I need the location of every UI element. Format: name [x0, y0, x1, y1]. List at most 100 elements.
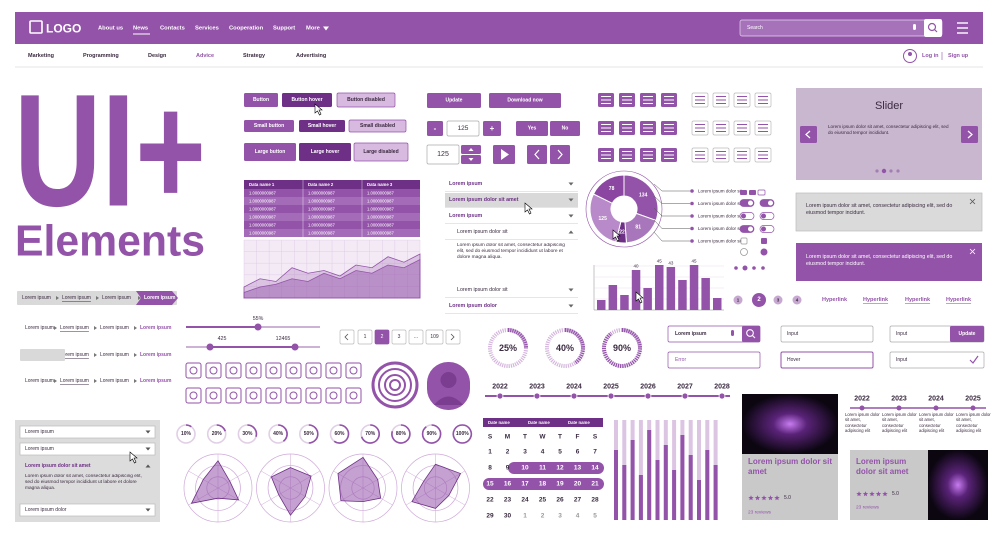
- page-prev[interactable]: [339, 329, 355, 345]
- page-button[interactable]: [391, 329, 407, 345]
- calendar-day[interactable]: 9: [506, 465, 510, 472]
- calendar-day[interactable]: 4: [541, 449, 545, 456]
- accordion-item[interactable]: Lorem ipsum dolor: [449, 303, 497, 309]
- button[interactable]: [282, 93, 332, 107]
- search-field[interactable]: [739, 19, 943, 37]
- dropdown-field[interactable]: [19, 425, 156, 439]
- dropdown-item[interactable]: Lorem ipsum dolor: [25, 507, 67, 513]
- calendar-day[interactable]: 28: [591, 497, 599, 504]
- page-dot[interactable]: [773, 295, 783, 305]
- subnav-link[interactable]: Marketing: [28, 53, 54, 59]
- page-next[interactable]: [445, 329, 461, 345]
- calendar-day[interactable]: 18: [539, 481, 547, 488]
- calendar-day[interactable]: 10: [521, 465, 529, 472]
- icon-tile[interactable]: [265, 387, 282, 404]
- accordion-item[interactable]: Lorem ipsum dolor sit amet: [449, 197, 519, 203]
- card-reviews[interactable]: 23 reviews: [856, 505, 880, 511]
- nav-link[interactable]: News: [133, 26, 148, 32]
- hyperlink[interactable]: Hyperlink: [822, 297, 848, 303]
- dropdown-item[interactable]: Lorem ipsum: [25, 429, 54, 435]
- signup-link[interactable]: Sign up: [948, 53, 969, 59]
- breadcrumb[interactable]: Lorem ipsum: [62, 295, 91, 301]
- calendar-day[interactable]: 3: [523, 449, 527, 456]
- icon-tile[interactable]: [185, 387, 202, 404]
- icon-tile[interactable]: [285, 362, 302, 379]
- slider-knob[interactable]: [291, 343, 299, 351]
- button[interactable]: [299, 120, 345, 132]
- qty-field[interactable]: [446, 120, 480, 137]
- breadcrumb[interactable]: Lorem ipsum: [100, 378, 129, 384]
- error-input[interactable]: [667, 351, 761, 369]
- calendar-day[interactable]: 14: [591, 465, 599, 472]
- button[interactable]: [299, 143, 351, 161]
- icon-tile[interactable]: [345, 387, 362, 404]
- calendar-day[interactable]: 2: [506, 449, 510, 456]
- button[interactable]: [244, 93, 278, 107]
- calendar-day[interactable]: 17: [521, 481, 529, 488]
- update-button[interactable]: [427, 93, 481, 108]
- page-button[interactable]: [408, 329, 424, 345]
- breadcrumb[interactable]: Lorem ipsum: [25, 378, 54, 384]
- accordion-item[interactable]: Lorem ipsum dolor sit: [457, 287, 508, 293]
- breadcrumb[interactable]: Lorem ipsum: [140, 378, 172, 384]
- hyperlink[interactable]: Hyperlink: [905, 297, 931, 303]
- icon-tile[interactable]: [325, 362, 342, 379]
- icon-tile[interactable]: [225, 362, 242, 379]
- button[interactable]: [244, 120, 294, 132]
- accordion-item[interactable]: Lorem ipsum dolor sit: [457, 229, 508, 235]
- page-button[interactable]: [357, 329, 373, 345]
- no-button[interactable]: [550, 121, 580, 136]
- nav-link[interactable]: Support: [273, 26, 295, 32]
- dropdown-field[interactable]: [19, 442, 156, 456]
- next-button[interactable]: [550, 145, 570, 164]
- search-button[interactable]: [742, 326, 760, 342]
- calendar-day[interactable]: 15: [486, 481, 494, 488]
- calendar-day[interactable]: 11: [539, 465, 546, 472]
- subnav-link[interactable]: Design: [148, 53, 167, 59]
- minus-button[interactable]: [427, 121, 443, 136]
- nav-link[interactable]: Services: [195, 26, 219, 32]
- icon-tile[interactable]: [205, 362, 222, 379]
- breadcrumb[interactable]: Lorem ipsum: [100, 352, 129, 358]
- calendar-day[interactable]: 13: [574, 465, 582, 472]
- breadcrumb[interactable]: Lorem ipsum: [60, 352, 89, 358]
- stepper-field[interactable]: [426, 144, 460, 165]
- dropdown-field[interactable]: [19, 503, 156, 517]
- icon-tile[interactable]: [265, 362, 282, 379]
- calendar-day[interactable]: 20: [574, 481, 582, 488]
- calendar-day[interactable]: 19: [556, 481, 564, 488]
- nav-link[interactable]: About us: [98, 26, 123, 32]
- button[interactable]: [244, 143, 296, 161]
- yes-button[interactable]: [516, 121, 548, 136]
- slider-prev[interactable]: [800, 126, 817, 143]
- page-button[interactable]: [374, 329, 390, 345]
- plus-button[interactable]: [483, 121, 501, 136]
- subnav-link[interactable]: Programming: [83, 53, 119, 59]
- nav-link[interactable]: More: [306, 26, 321, 32]
- calendar-day[interactable]: 30: [504, 513, 512, 520]
- calendar-day[interactable]: 22: [486, 497, 494, 504]
- calendar-day[interactable]: 4: [576, 513, 580, 520]
- calendar-day[interactable]: 21: [591, 481, 599, 488]
- nav-link[interactable]: Cooperation: [229, 26, 264, 32]
- calendar-day[interactable]: 16: [504, 481, 512, 488]
- calendar-day[interactable]: 8: [488, 465, 492, 472]
- card-reviews[interactable]: 23 reviews: [748, 510, 772, 516]
- valid-input[interactable]: [889, 351, 985, 369]
- icon-tile[interactable]: [305, 362, 322, 379]
- hyperlink[interactable]: Hyperlink: [863, 297, 889, 303]
- calendar-day[interactable]: 25: [539, 497, 547, 504]
- subnav-link[interactable]: Advice: [196, 53, 214, 59]
- calendar-day[interactable]: 2: [541, 513, 545, 520]
- button[interactable]: [336, 92, 396, 108]
- subnav-link[interactable]: Advertising: [296, 53, 326, 59]
- icon-tile[interactable]: [285, 387, 302, 404]
- subnav-link[interactable]: Strategy: [243, 53, 266, 59]
- breadcrumb[interactable]: Lorem ipsum: [140, 325, 172, 331]
- dropdown-item[interactable]: Lorem ipsum: [25, 446, 54, 452]
- breadcrumb[interactable]: Lorem ipsum: [25, 325, 54, 331]
- calendar-day[interactable]: 5: [558, 449, 562, 456]
- text-input[interactable]: [780, 325, 874, 343]
- nav-link[interactable]: Contacts: [160, 26, 185, 32]
- calendar-day[interactable]: 26: [556, 497, 564, 504]
